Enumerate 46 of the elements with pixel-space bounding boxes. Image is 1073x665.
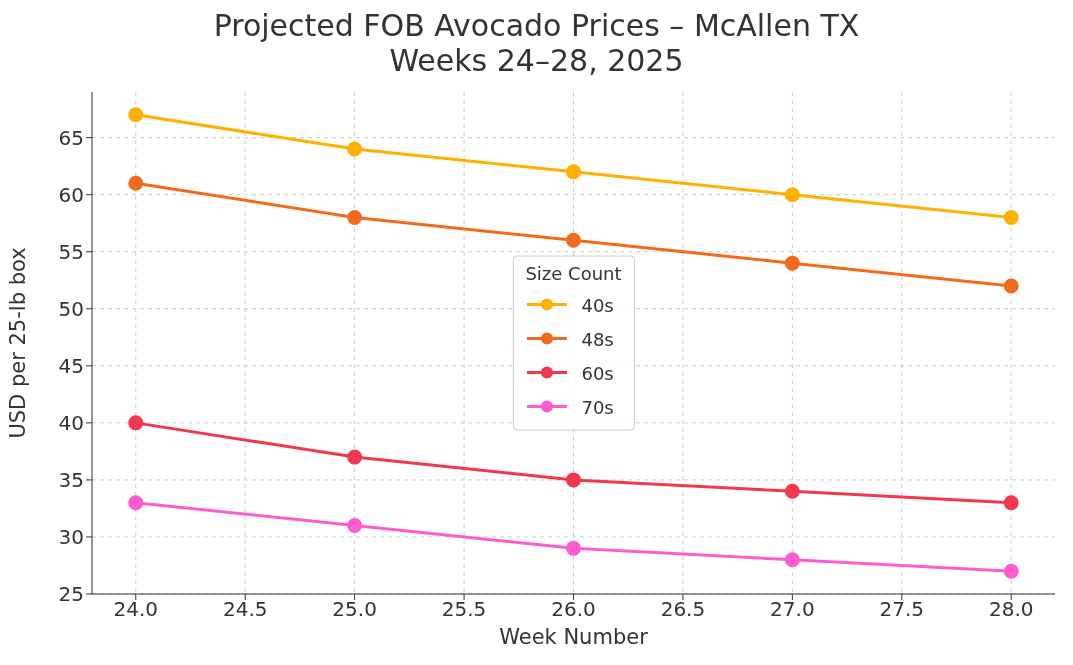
point xyxy=(347,449,363,465)
point xyxy=(566,472,581,488)
y-tick-label: 60 xyxy=(58,182,84,207)
point xyxy=(566,232,581,248)
x-tick-label: 26.0 xyxy=(551,597,596,622)
point xyxy=(128,175,144,191)
x-tick-label: 27.0 xyxy=(770,597,815,622)
y-tick-label: 65 xyxy=(58,125,84,150)
point xyxy=(784,187,800,203)
point xyxy=(128,107,144,123)
y-tick-label: 30 xyxy=(58,525,84,550)
x-tick-label: 24.5 xyxy=(222,597,268,622)
legend-label: 40s xyxy=(581,294,614,315)
point xyxy=(128,415,144,431)
point xyxy=(784,255,800,271)
x-tick-label: 25.5 xyxy=(441,597,487,622)
point xyxy=(1003,278,1019,294)
point xyxy=(566,164,581,180)
point xyxy=(128,495,144,511)
x-tick-label: 27.5 xyxy=(879,597,925,622)
point xyxy=(1003,495,1019,511)
x-axis-title: Week Number xyxy=(499,625,649,649)
y-tick-label: 40 xyxy=(58,410,84,435)
legend-label: 48s xyxy=(581,328,614,349)
point xyxy=(347,210,363,225)
point xyxy=(347,518,363,534)
y-tick-label: 35 xyxy=(58,468,84,493)
point xyxy=(347,141,363,157)
y-axis-title: USD per 25-lb box xyxy=(6,247,31,439)
chart-title: Projected FOB Avocado Prices – McAllen TX Weeks 24–28, 2025 xyxy=(212,8,861,80)
y-tick-label: 55 xyxy=(58,239,84,264)
x-tick-label: 26.5 xyxy=(660,597,706,622)
y-tick-label: 45 xyxy=(58,353,84,378)
point xyxy=(1003,563,1019,579)
y-tick-label: 25 xyxy=(58,582,84,607)
legend-label: 70s xyxy=(581,396,614,417)
legend-title: Size Count xyxy=(525,262,622,284)
legend-label: 60s xyxy=(581,362,614,383)
point xyxy=(784,483,800,499)
point xyxy=(566,540,581,556)
x-tick-label: 25.0 xyxy=(332,597,377,622)
y-tick-label: 50 xyxy=(58,296,84,321)
point xyxy=(1003,210,1019,225)
x-tick-label: 28.0 xyxy=(988,597,1034,622)
point xyxy=(784,552,800,568)
x-tick-label: 24.0 xyxy=(113,597,159,622)
